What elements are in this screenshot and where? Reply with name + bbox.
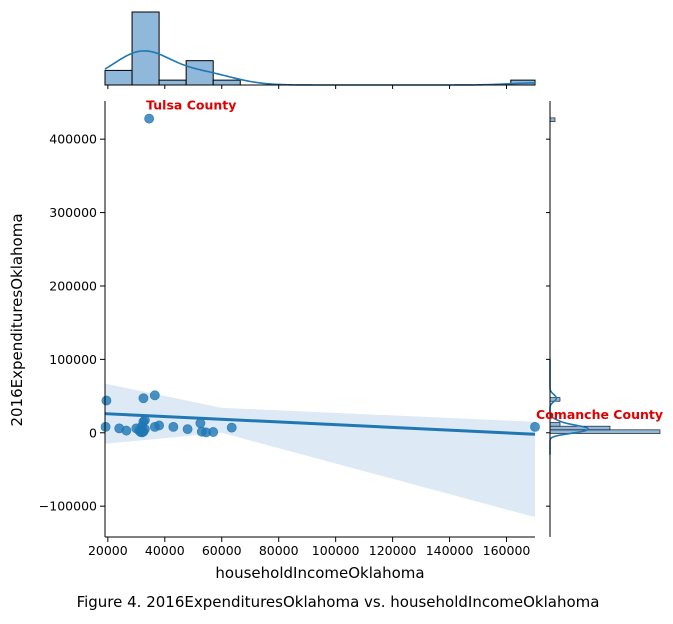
annotation-label: Tulsa County [146, 98, 236, 113]
scatter-point [530, 421, 540, 432]
scatter-points [100, 113, 540, 438]
top-hist-bar [104, 69, 133, 86]
x-tick-label: 120000 [369, 543, 417, 558]
scatter-point [154, 420, 165, 431]
right-hist-bar [549, 117, 556, 122]
x-tick-label: 40000 [145, 543, 185, 558]
x-axis-ticks: 20000 40000 60000 80000 100000 120000 140000 16… [88, 85, 530, 558]
top-hist-bar [185, 60, 214, 86]
scatter-point [149, 390, 160, 401]
confidence-band [105, 383, 535, 518]
y-tick-label: 100000 [49, 352, 97, 367]
figure-caption: Figure 4. 2016ExpendituresOklahoma vs. h… [77, 593, 600, 611]
annotation-label: Comanche County [536, 407, 663, 422]
scatter-point [226, 422, 237, 433]
y-tick-label: 200000 [49, 278, 97, 293]
scatter-point [195, 418, 206, 429]
top-hist-bar [131, 11, 160, 86]
y-tick-label: 300000 [49, 205, 97, 220]
scatter-point [101, 395, 112, 406]
x-tick-label: 20000 [88, 543, 128, 558]
y-tick-label: 0 [89, 425, 97, 440]
y-axis-label: 2016ExpendituresOklahoma [8, 213, 26, 426]
right-hist-bar [549, 422, 561, 427]
scatter-point [168, 421, 179, 432]
scatter-point [208, 427, 219, 437]
regression-line [104, 412, 536, 436]
scatter-point [144, 113, 155, 124]
scatter-point [139, 424, 150, 435]
right-histogram [549, 117, 661, 455]
y-tick-label: 400000 [49, 132, 97, 147]
x-tick-label: 100000 [312, 543, 360, 558]
main-scatter-plot [100, 113, 540, 518]
x-axis-label: householdIncomeOklahoma [215, 564, 424, 582]
top-histogram [104, 11, 536, 86]
top-hist-bar [212, 79, 241, 86]
y-tick-label: −100000 [39, 499, 97, 514]
x-tick-label: 60000 [202, 543, 242, 558]
axes: 20000 40000 60000 80000 100000 120000 140000 16… [39, 84, 551, 558]
top-hist-bar [158, 79, 187, 86]
x-tick-label: 80000 [259, 543, 299, 558]
scatter-point [100, 421, 111, 432]
scatter-point [138, 393, 149, 404]
scatter-point [182, 424, 193, 435]
x-tick-label: 140000 [426, 543, 474, 558]
annotations: Tulsa County Comanche County [146, 98, 663, 422]
x-tick-label: 160000 [483, 543, 531, 558]
y-axis-ticks: −100000 0 100000 200000 300000 400000 [39, 132, 550, 514]
right-hist-bar [549, 429, 661, 434]
scatter-point [121, 425, 132, 436]
